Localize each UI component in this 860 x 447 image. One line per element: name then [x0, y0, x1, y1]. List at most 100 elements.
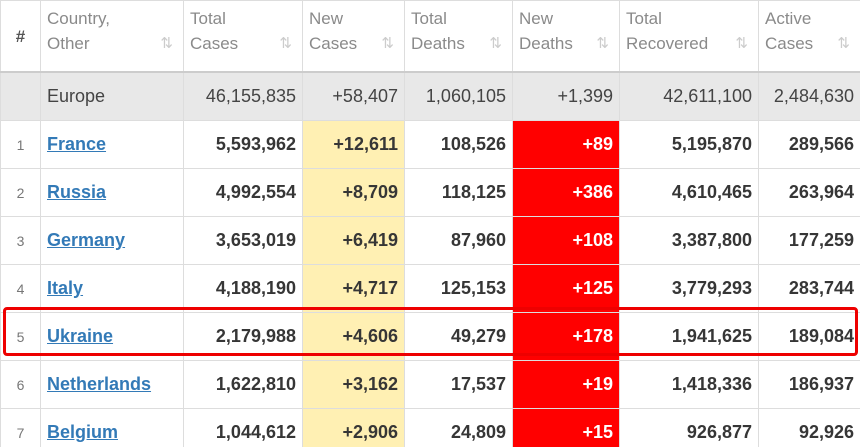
summary-value: 46,155,835 — [183, 71, 303, 121]
value: 49,279 — [404, 312, 513, 361]
summary-value: 42,611,100 — [619, 71, 759, 121]
column-header[interactable]: Country, Other ⇅ — [40, 0, 184, 73]
value: 926,877 — [619, 408, 759, 447]
sort-icon[interactable]: ⇅ — [279, 35, 292, 52]
value: +4,606 — [302, 312, 405, 361]
sort-icon[interactable]: ⇅ — [160, 35, 173, 52]
value: 4,610,465 — [619, 168, 759, 217]
country-row: 3 Germany 3,653,019 +6,419 87,960 +108 3,387,8… — [0, 216, 860, 265]
value: +125 — [512, 264, 620, 313]
cell: France — [40, 120, 184, 169]
value: 189,084 — [758, 312, 860, 361]
header-text: New Deaths — [519, 9, 573, 53]
value: 1,622,810 — [183, 360, 303, 409]
value: 177,259 — [758, 216, 860, 265]
value: +8,709 — [302, 168, 405, 217]
value: 1,418,336 — [619, 360, 759, 409]
summary-value: 2,484,630 — [758, 71, 860, 121]
value: +4,717 — [302, 264, 405, 313]
value: 87,960 — [404, 216, 513, 265]
sort-icon[interactable]: ⇅ — [381, 35, 394, 52]
header-text: # — [15, 26, 26, 46]
value: 4,992,554 — [183, 168, 303, 217]
summary-value: 1,060,105 — [404, 71, 513, 121]
rank: 3 — [0, 216, 41, 265]
value: 125,153 — [404, 264, 513, 313]
value: 186,937 — [758, 360, 860, 409]
value: 263,964 — [758, 168, 860, 217]
value: 4,188,190 — [183, 264, 303, 313]
column-header[interactable]: Total Recovered ⇅ — [619, 0, 759, 73]
value: +386 — [512, 168, 620, 217]
cell: Netherlands — [40, 360, 184, 409]
country-link[interactable]: Italy — [47, 278, 84, 298]
summary-row: Europe 46,155,835 +58,407 1,060,105 +1,399 42… — [0, 71, 860, 121]
value: 2,179,988 — [183, 312, 303, 361]
value: +12,611 — [302, 120, 405, 169]
rank: 7 — [0, 408, 41, 447]
value: 3,387,800 — [619, 216, 759, 265]
cell: Russia — [40, 168, 184, 217]
value: +108 — [512, 216, 620, 265]
value: +15 — [512, 408, 620, 447]
summary-value: +58,407 — [302, 71, 405, 121]
value: 92,926 — [758, 408, 860, 447]
value: 5,195,870 — [619, 120, 759, 169]
country-link[interactable]: Netherlands — [47, 374, 152, 394]
header-text: Country, Other — [47, 9, 110, 53]
column-header[interactable]: Total Cases ⇅ — [183, 0, 303, 73]
value: 3,779,293 — [619, 264, 759, 313]
country-row: 7 Belgium 1,044,612 +2,906 24,809 +15 926,877 9… — [0, 408, 860, 447]
value: +178 — [512, 312, 620, 361]
value: 1,044,612 — [183, 408, 303, 447]
country-row: 4 Italy 4,188,190 +4,717 125,153 +125 3,779,29… — [0, 264, 860, 313]
rank: 2 — [0, 168, 41, 217]
value: 289,566 — [758, 120, 860, 169]
header-text: Total Deaths — [411, 9, 465, 53]
country-link[interactable]: Ukraine — [47, 326, 114, 346]
value: 118,125 — [404, 168, 513, 217]
header-text: Active Cases — [765, 9, 814, 53]
value: +2,906 — [302, 408, 405, 447]
column-header[interactable]: New Deaths ⇅ — [512, 0, 620, 73]
column-header: # — [0, 0, 41, 73]
header-text: New Cases — [309, 9, 358, 53]
rank: 4 — [0, 264, 41, 313]
header-text: Total Recovered — [626, 9, 709, 53]
country-row: 6 Netherlands 1,622,810 +3,162 17,537 +19 1,41… — [0, 360, 860, 409]
value: +19 — [512, 360, 620, 409]
rank: 1 — [0, 120, 41, 169]
value: 3,653,019 — [183, 216, 303, 265]
value: +3,162 — [302, 360, 405, 409]
value: 24,809 — [404, 408, 513, 447]
sort-icon[interactable]: ⇅ — [735, 35, 748, 52]
column-header[interactable]: Total Deaths ⇅ — [404, 0, 513, 73]
rank: 5 — [0, 312, 41, 361]
sort-icon[interactable]: ⇅ — [837, 35, 850, 52]
sort-icon[interactable]: ⇅ — [596, 35, 609, 52]
cell: Ukraine — [40, 312, 184, 361]
value: 5,593,962 — [183, 120, 303, 169]
country-link[interactable]: Belgium — [47, 422, 119, 442]
country-link[interactable]: Germany — [47, 230, 126, 250]
cell: Italy — [40, 264, 184, 313]
column-header[interactable]: New Cases ⇅ — [302, 0, 405, 73]
cell: Germany — [40, 216, 184, 265]
summary-value: +1,399 — [512, 71, 620, 121]
value: 108,526 — [404, 120, 513, 169]
country-row: 2 Russia 4,992,554 +8,709 118,125 +386 4,610,4… — [0, 168, 860, 217]
value: 17,537 — [404, 360, 513, 409]
column-header[interactable]: Active Cases ⇅ — [758, 0, 860, 73]
rank: 6 — [0, 360, 41, 409]
country-link[interactable]: Russia — [47, 182, 107, 202]
header-text: Total Cases — [190, 9, 239, 53]
country-row: 1 France 5,593,962 +12,611 108,526 +89 5,195,8… — [0, 120, 860, 169]
country-link[interactable]: France — [47, 134, 107, 154]
cell: Belgium — [40, 408, 184, 447]
value: +89 — [512, 120, 620, 169]
sort-icon[interactable]: ⇅ — [489, 35, 502, 52]
region-name: Europe — [40, 71, 184, 121]
country-row: 5 Ukraine 2,179,988 +4,606 49,279 +178 1,941,6… — [0, 312, 860, 361]
